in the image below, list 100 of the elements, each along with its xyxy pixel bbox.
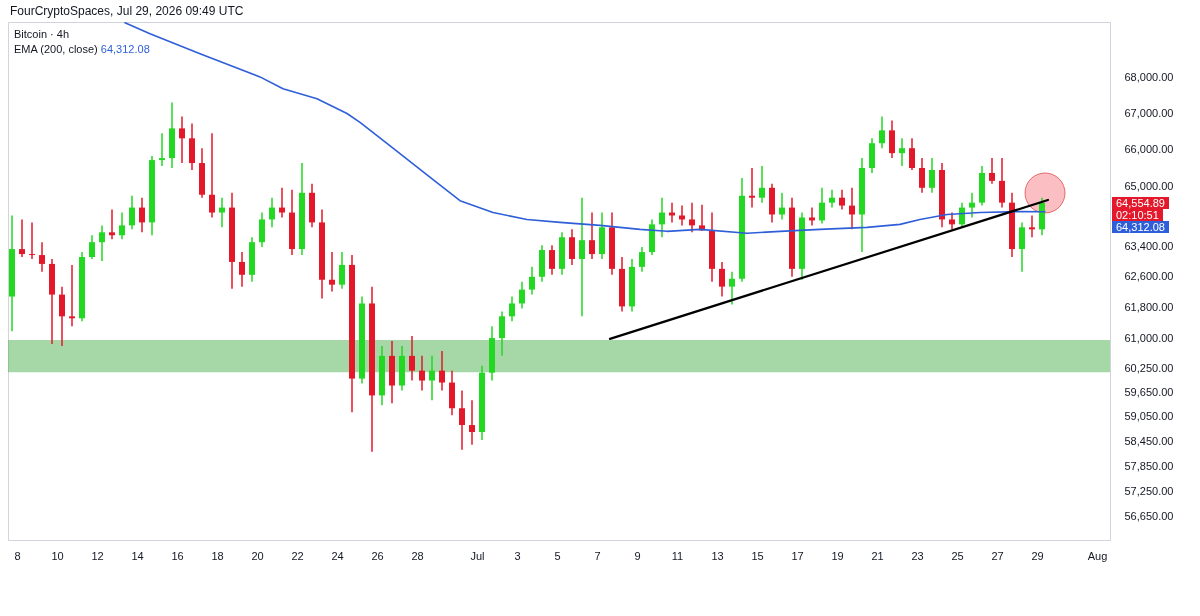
x-tick-label: 15 bbox=[751, 549, 764, 562]
x-tick-label: Jul bbox=[470, 549, 485, 562]
y-tick-label: 57,250.00 bbox=[1124, 484, 1174, 497]
candlestick bbox=[879, 115, 885, 149]
candlestick bbox=[99, 224, 105, 262]
candlestick bbox=[89, 234, 95, 260]
candlestick bbox=[749, 167, 755, 209]
y-tick-label: 66,000.00 bbox=[1124, 143, 1174, 156]
candlestick bbox=[529, 266, 535, 296]
annotation: 64,312.08 bbox=[100, 43, 150, 55]
candlestick bbox=[579, 196, 585, 318]
text: Bitcoin · 4h bbox=[14, 28, 70, 40]
candlestick bbox=[779, 192, 785, 221]
candlestick bbox=[679, 204, 685, 227]
candlestick bbox=[29, 221, 35, 260]
candlestick bbox=[509, 295, 515, 323]
candlestick bbox=[759, 165, 765, 204]
x-tick-label: 12 bbox=[91, 549, 104, 562]
candlestick bbox=[729, 271, 735, 306]
candlestick bbox=[239, 251, 245, 288]
candlestick bbox=[989, 157, 995, 185]
x-tick-label: 16 bbox=[171, 549, 184, 562]
candlestick bbox=[429, 355, 435, 402]
candlestick bbox=[419, 355, 425, 392]
x-tick-label: 20 bbox=[251, 549, 264, 562]
y-tick-label: 62,600.00 bbox=[1124, 270, 1174, 283]
y-tick-label: 60,250.00 bbox=[1124, 362, 1174, 375]
candlestick bbox=[259, 211, 265, 248]
candlestick bbox=[499, 310, 505, 357]
text: 02:10:51 bbox=[1112, 208, 1163, 221]
candlestick bbox=[209, 132, 215, 219]
candlestick bbox=[459, 389, 465, 451]
candlestick bbox=[129, 194, 135, 231]
text: 64,312.08 bbox=[1116, 220, 1165, 233]
candlestick bbox=[269, 196, 275, 229]
candlestick bbox=[519, 280, 525, 310]
x-tick-label: 5 bbox=[554, 549, 561, 562]
candlestick bbox=[689, 201, 695, 234]
candlestick bbox=[839, 189, 845, 211]
y-tick-label: 59,650.00 bbox=[1124, 386, 1174, 399]
candlestick bbox=[469, 399, 475, 446]
candlestick bbox=[179, 115, 185, 164]
candlestick bbox=[919, 157, 925, 194]
x-tick-label: 26 bbox=[371, 549, 384, 562]
candlestick bbox=[409, 335, 415, 382]
candlestick bbox=[159, 132, 165, 167]
candlestick bbox=[219, 196, 225, 229]
y-tick-label: 63,400.00 bbox=[1124, 239, 1174, 252]
candlestick bbox=[899, 137, 905, 167]
x-tick-label: 22 bbox=[291, 549, 304, 562]
candlestick bbox=[819, 187, 825, 225]
candlestick bbox=[19, 218, 25, 258]
x-tick-label: 21 bbox=[871, 549, 884, 562]
candlestick bbox=[439, 350, 445, 392]
x-tick-label: 25 bbox=[951, 549, 964, 562]
candlestick bbox=[639, 246, 645, 273]
text: FourCryptoSpaces, Jul 29, 2026 09:49 UTC bbox=[10, 4, 244, 18]
x-tick-label: 10 bbox=[51, 549, 64, 562]
x-tick-label: 7 bbox=[594, 549, 601, 562]
y-tick-label: 68,000.00 bbox=[1124, 71, 1174, 84]
candlestick bbox=[659, 196, 665, 238]
x-tick-label: 17 bbox=[791, 549, 804, 562]
candlestick bbox=[809, 206, 815, 227]
y-tick-label: 67,000.00 bbox=[1124, 106, 1174, 119]
y-tick-label: 61,000.00 bbox=[1124, 332, 1174, 345]
x-tick-label: 23 bbox=[911, 549, 924, 562]
candlestick bbox=[719, 261, 725, 298]
x-tick-label: 24 bbox=[331, 549, 344, 562]
x-tick-label: 3 bbox=[514, 549, 521, 562]
y-tick-label: 61,800.00 bbox=[1124, 301, 1174, 314]
x-tick-label: 11 bbox=[671, 549, 684, 562]
candlestick bbox=[929, 157, 935, 194]
y-tick-label: 58,450.00 bbox=[1124, 434, 1174, 447]
candlestick bbox=[279, 187, 285, 219]
text: EMA (200, close) bbox=[14, 43, 99, 55]
y-tick-label: 57,850.00 bbox=[1124, 459, 1174, 472]
candlestick bbox=[589, 211, 595, 260]
candlestick bbox=[69, 264, 75, 327]
candlestick bbox=[109, 208, 115, 240]
text: 64,554.89 bbox=[1112, 196, 1169, 209]
x-tick-label: 14 bbox=[131, 549, 144, 562]
candlestick bbox=[39, 241, 45, 273]
x-tick-label: 28 bbox=[411, 549, 424, 562]
candlestick bbox=[569, 228, 575, 266]
candlestick bbox=[139, 196, 145, 234]
candlestick bbox=[339, 251, 345, 290]
candlestick bbox=[329, 251, 335, 293]
y-tick-label: 59,050.00 bbox=[1124, 410, 1174, 423]
x-tick-label: 13 bbox=[711, 549, 724, 562]
candlestick bbox=[1029, 214, 1035, 238]
y-tick-label: 65,000.00 bbox=[1124, 179, 1174, 192]
x-tick-label: 8 bbox=[14, 549, 21, 562]
candlestick bbox=[119, 211, 125, 240]
candlestick bbox=[549, 244, 555, 276]
y-tick-label: 56,650.00 bbox=[1124, 510, 1174, 523]
candlestick bbox=[829, 189, 835, 209]
candlestick bbox=[969, 192, 975, 219]
x-tick-label: 19 bbox=[831, 549, 844, 562]
candlestick bbox=[909, 137, 915, 171]
x-tick-label: Aug bbox=[1087, 549, 1108, 562]
